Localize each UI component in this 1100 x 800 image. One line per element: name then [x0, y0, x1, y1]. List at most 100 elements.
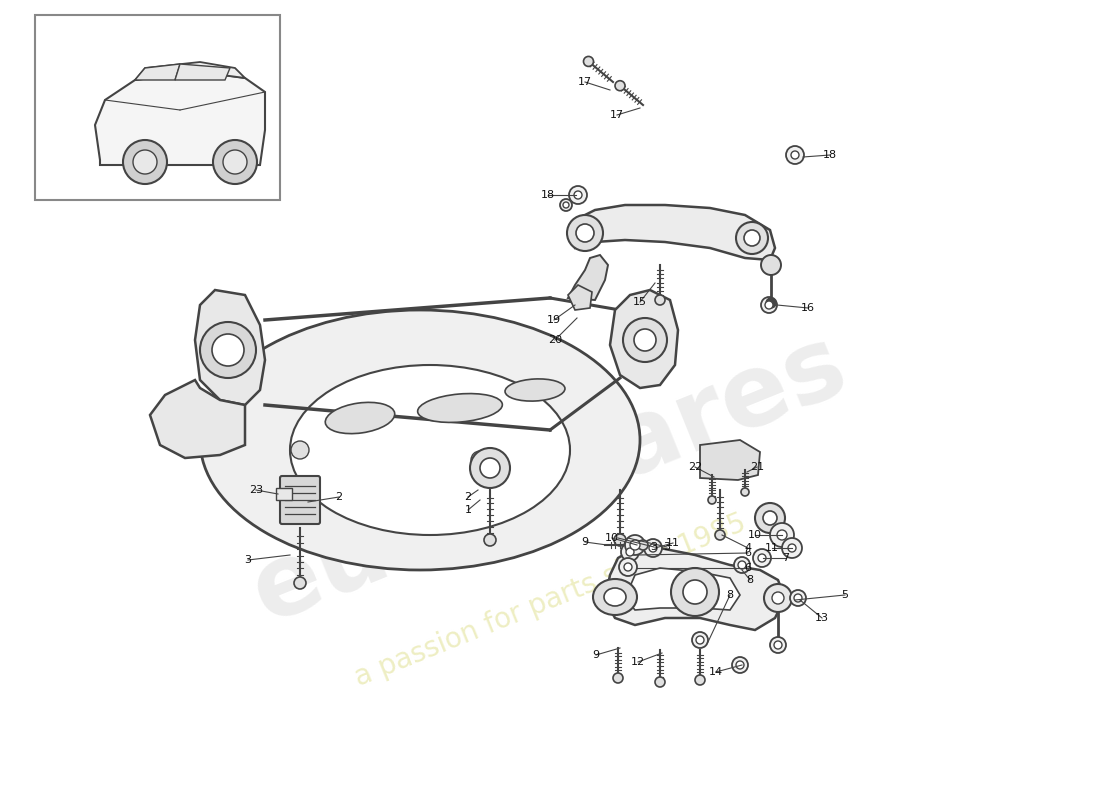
Circle shape	[292, 441, 309, 459]
Circle shape	[692, 632, 708, 648]
Polygon shape	[195, 290, 265, 405]
Circle shape	[654, 677, 666, 687]
Circle shape	[213, 140, 257, 184]
Polygon shape	[135, 62, 245, 80]
Ellipse shape	[418, 394, 503, 422]
Circle shape	[294, 577, 306, 589]
Circle shape	[791, 151, 799, 159]
Text: 8: 8	[747, 575, 754, 585]
Circle shape	[774, 641, 782, 649]
Polygon shape	[570, 205, 776, 260]
Polygon shape	[700, 440, 760, 480]
Circle shape	[212, 334, 244, 366]
Circle shape	[708, 496, 716, 504]
Text: 10: 10	[748, 530, 762, 540]
Polygon shape	[276, 488, 292, 500]
Polygon shape	[135, 64, 180, 80]
Text: 6: 6	[745, 548, 751, 558]
Ellipse shape	[505, 379, 565, 401]
Text: 10: 10	[605, 533, 619, 543]
Circle shape	[654, 295, 666, 305]
Ellipse shape	[604, 588, 626, 606]
FancyBboxPatch shape	[280, 476, 320, 524]
Circle shape	[484, 534, 496, 546]
Ellipse shape	[290, 365, 570, 535]
Text: 5: 5	[842, 590, 848, 600]
Circle shape	[764, 301, 773, 309]
Circle shape	[123, 140, 167, 184]
Ellipse shape	[200, 310, 640, 570]
Circle shape	[782, 538, 802, 558]
Circle shape	[788, 544, 796, 552]
Circle shape	[560, 199, 572, 211]
Circle shape	[738, 561, 746, 569]
Circle shape	[741, 488, 749, 496]
Polygon shape	[568, 255, 608, 300]
Circle shape	[614, 534, 626, 546]
Text: 21: 21	[750, 462, 764, 472]
Circle shape	[763, 511, 777, 525]
Text: 18: 18	[823, 150, 837, 160]
Circle shape	[772, 592, 784, 604]
Text: 12: 12	[631, 657, 645, 667]
Circle shape	[624, 563, 632, 571]
Circle shape	[470, 448, 510, 488]
Circle shape	[583, 57, 594, 66]
Text: 13: 13	[815, 613, 829, 623]
Circle shape	[574, 191, 582, 199]
Circle shape	[644, 539, 662, 557]
Circle shape	[576, 224, 594, 242]
Circle shape	[480, 458, 501, 478]
Text: 3: 3	[650, 542, 658, 552]
Text: a passion for parts since 1985: a passion for parts since 1985	[350, 509, 750, 691]
Circle shape	[794, 594, 802, 602]
Polygon shape	[568, 285, 592, 310]
Text: 16: 16	[801, 303, 815, 313]
Text: 20: 20	[548, 335, 562, 345]
Circle shape	[754, 549, 771, 567]
Circle shape	[758, 554, 766, 562]
Text: 2: 2	[464, 492, 472, 502]
Polygon shape	[625, 568, 740, 610]
Circle shape	[613, 673, 623, 683]
Text: 3: 3	[663, 542, 671, 552]
Text: 3: 3	[244, 555, 252, 565]
Circle shape	[569, 186, 587, 204]
Circle shape	[634, 329, 656, 351]
Circle shape	[621, 543, 639, 561]
Circle shape	[766, 298, 775, 308]
Polygon shape	[605, 548, 785, 630]
Text: 8: 8	[726, 590, 734, 600]
Text: 11: 11	[764, 543, 779, 553]
Circle shape	[619, 558, 637, 576]
Circle shape	[777, 530, 786, 540]
Polygon shape	[150, 380, 245, 458]
Text: 1: 1	[464, 505, 472, 515]
Text: 14: 14	[708, 667, 723, 677]
Circle shape	[736, 222, 768, 254]
Circle shape	[625, 535, 645, 555]
Circle shape	[715, 530, 725, 540]
Text: 19: 19	[547, 315, 561, 325]
Circle shape	[770, 637, 786, 653]
Circle shape	[770, 523, 794, 547]
Circle shape	[761, 297, 777, 313]
Circle shape	[671, 568, 719, 616]
Circle shape	[755, 503, 785, 533]
Circle shape	[563, 202, 569, 208]
Text: 17: 17	[578, 77, 592, 87]
Circle shape	[734, 557, 750, 573]
Text: 2: 2	[336, 492, 342, 502]
Circle shape	[626, 548, 634, 556]
Circle shape	[223, 150, 248, 174]
Polygon shape	[95, 72, 265, 165]
Circle shape	[471, 451, 490, 469]
Circle shape	[683, 580, 707, 604]
Circle shape	[744, 230, 760, 246]
Circle shape	[630, 540, 640, 550]
Text: eurospares: eurospares	[239, 317, 861, 643]
Circle shape	[790, 590, 806, 606]
Text: 9: 9	[582, 537, 588, 547]
Circle shape	[200, 322, 256, 378]
Text: 4: 4	[745, 543, 751, 553]
